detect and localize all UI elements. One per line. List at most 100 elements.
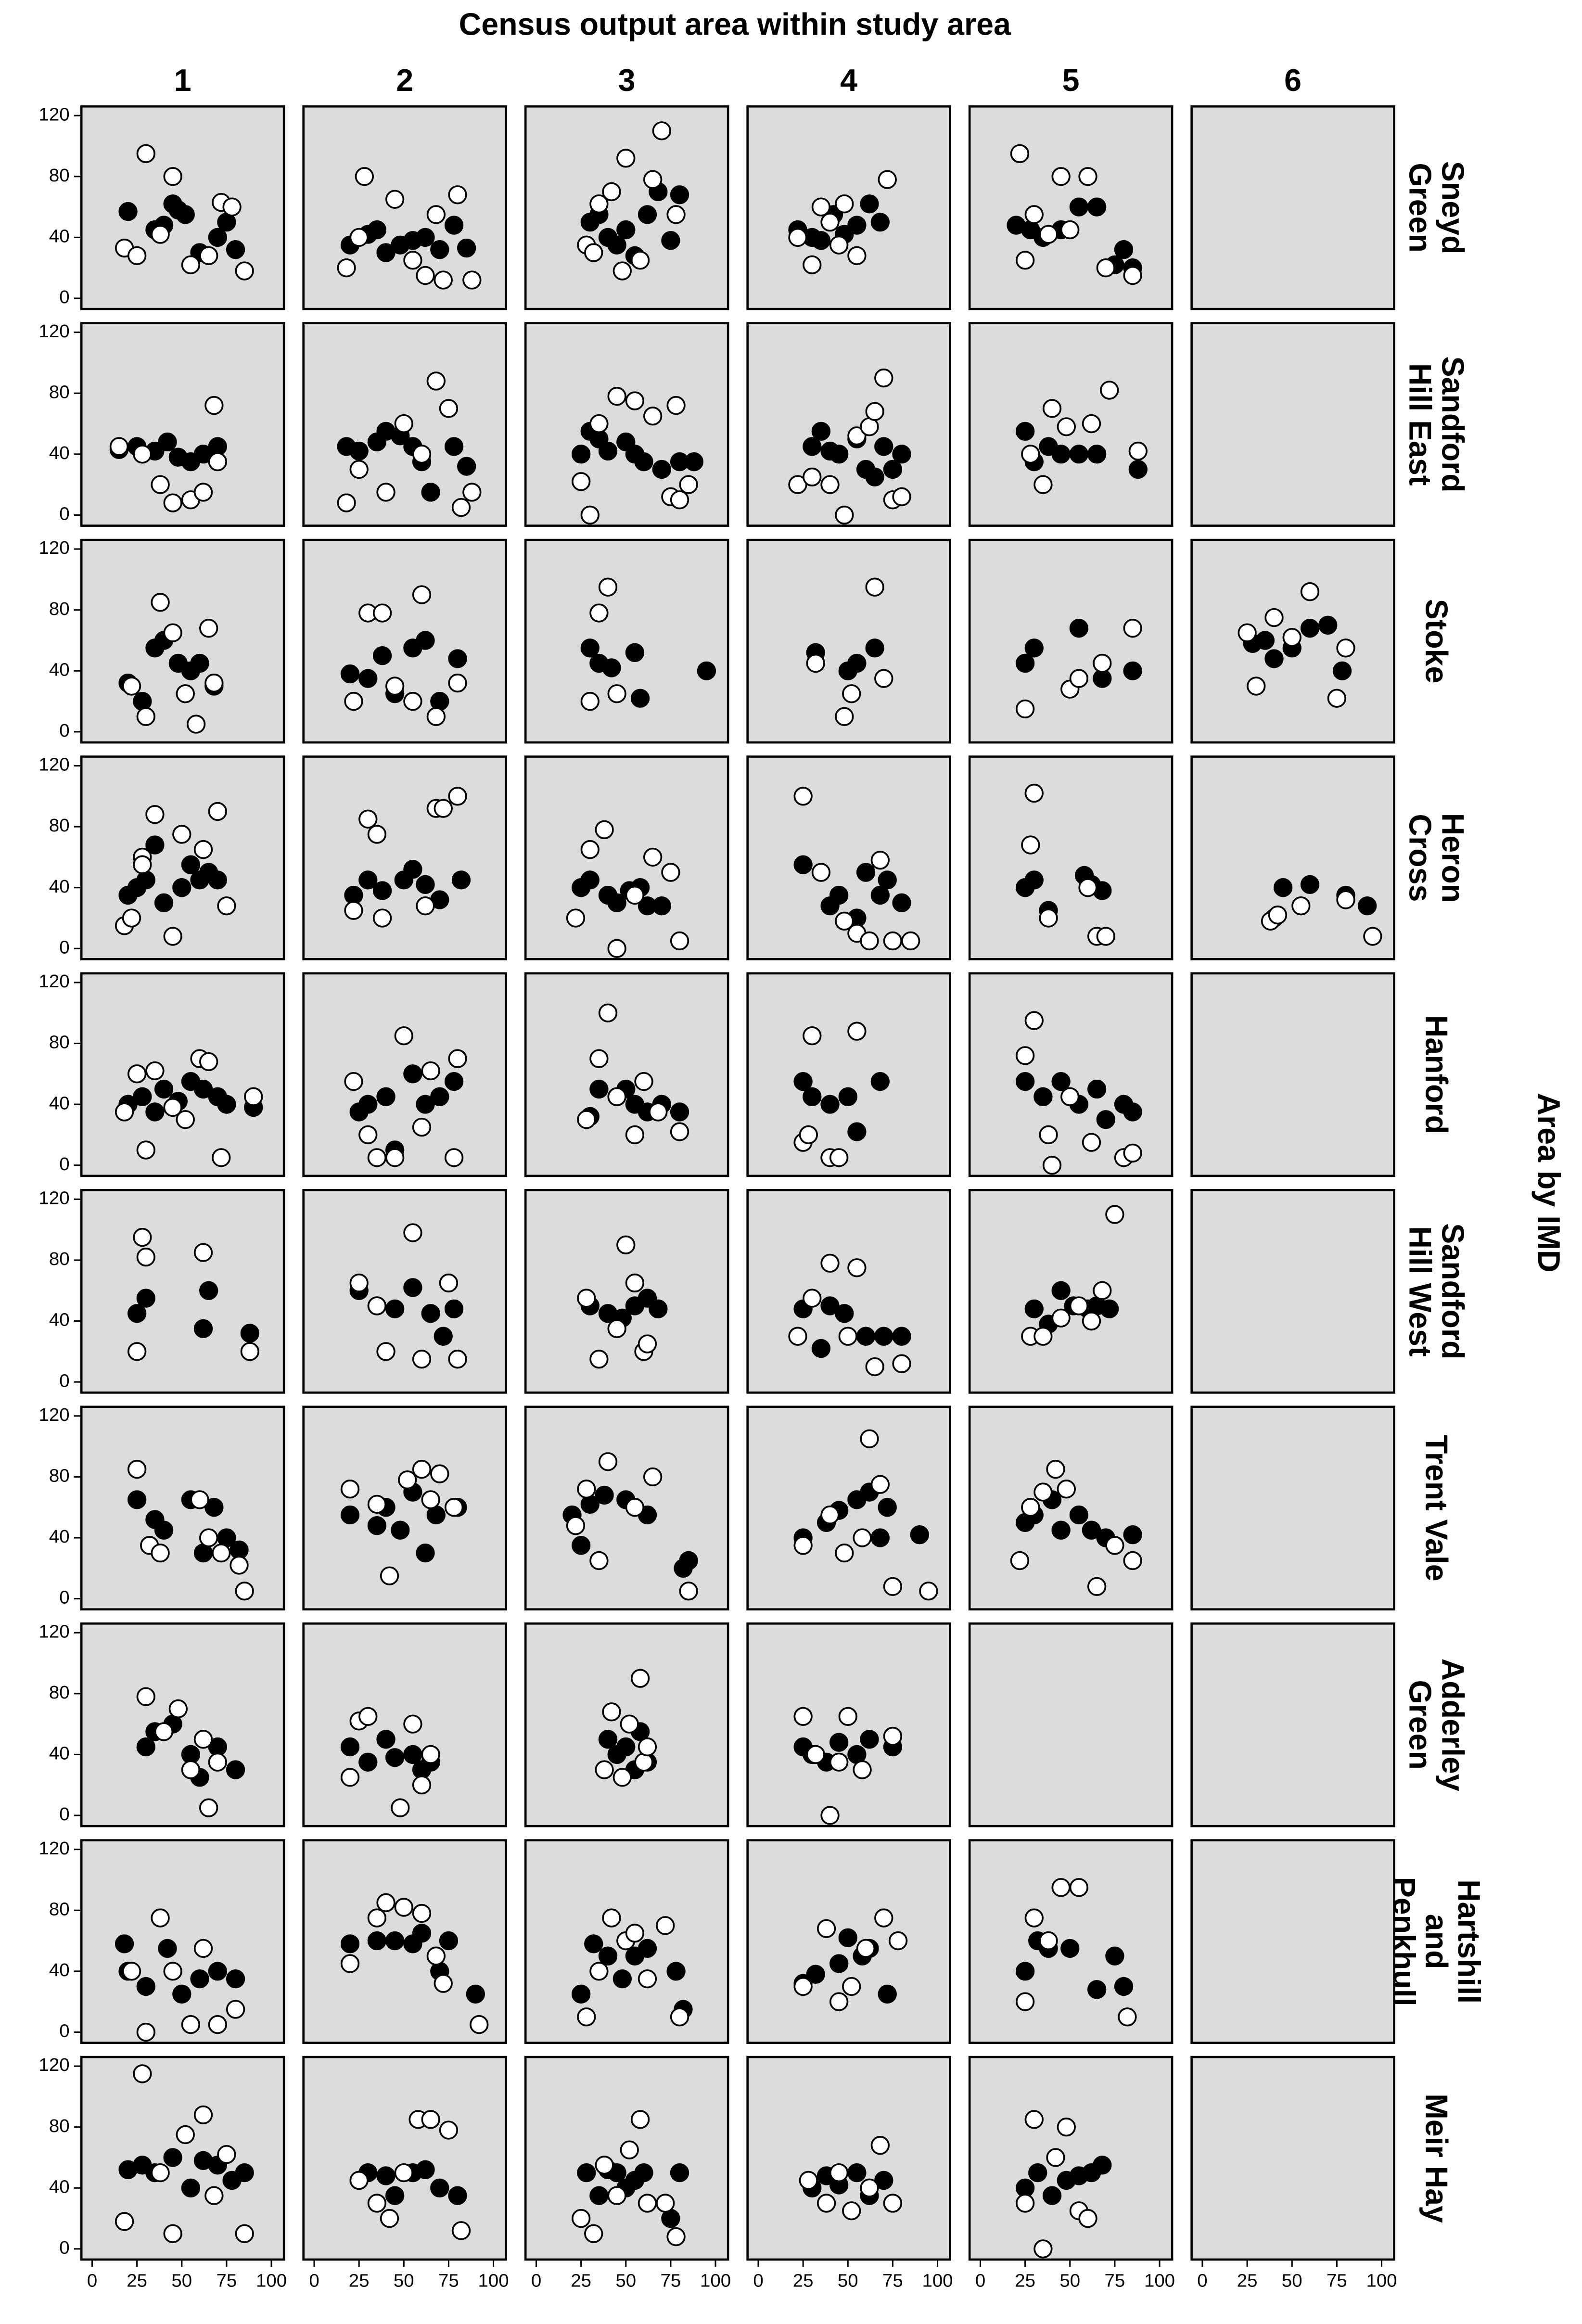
point — [589, 1049, 609, 1068]
point — [204, 396, 224, 415]
panel — [1190, 322, 1395, 527]
point — [421, 2110, 440, 2129]
point — [193, 1730, 213, 1749]
point — [190, 1490, 209, 1509]
point — [403, 860, 422, 879]
point — [394, 2163, 413, 2183]
point — [799, 2171, 818, 2190]
point — [1060, 1939, 1080, 1958]
point — [444, 1148, 464, 1167]
point — [439, 399, 459, 418]
point — [421, 483, 440, 502]
panel — [746, 1189, 951, 1394]
point — [340, 1954, 360, 1973]
point — [829, 1148, 849, 1167]
point — [860, 2178, 879, 2197]
panel — [968, 1622, 1174, 1827]
point — [1010, 144, 1030, 163]
point — [1010, 1551, 1030, 1571]
x-tick-label: 25 — [1237, 2270, 1258, 2291]
column-label: 3 — [618, 63, 636, 98]
point — [643, 407, 663, 426]
y-tick-label: 0 — [59, 1370, 69, 1391]
point — [1015, 421, 1035, 441]
point — [340, 664, 360, 684]
point — [870, 885, 890, 905]
point — [799, 1125, 818, 1145]
y-tick-label: 0 — [59, 287, 69, 307]
point — [670, 2163, 689, 2183]
x-tick-label: 100 — [478, 2270, 509, 2291]
point — [115, 1102, 134, 1122]
point — [838, 1327, 857, 1346]
point — [1123, 266, 1142, 285]
point — [391, 1520, 410, 1540]
point — [803, 1087, 822, 1106]
y-tick-label: 0 — [59, 720, 69, 741]
point — [892, 1354, 911, 1373]
point — [847, 216, 867, 235]
x-tick-label: 100 — [922, 2270, 953, 2291]
point — [430, 1087, 449, 1106]
point — [838, 1707, 857, 1726]
y-tick-label: 80 — [49, 1249, 70, 1269]
row-label-line: Hill East — [1403, 363, 1438, 486]
point — [344, 691, 363, 711]
panel — [746, 972, 951, 1177]
column-label: 6 — [1284, 63, 1301, 98]
point — [829, 1992, 849, 2011]
column-label: 4 — [840, 63, 857, 98]
row-label: Meir Hay — [1419, 2094, 1454, 2223]
point — [128, 1304, 147, 1323]
point — [444, 1299, 464, 1318]
point — [670, 1122, 689, 1141]
point — [118, 202, 138, 221]
point — [577, 1110, 596, 1129]
point — [186, 715, 206, 734]
point — [625, 391, 645, 410]
point — [412, 1924, 432, 1943]
point — [1024, 205, 1044, 224]
column-label: 2 — [396, 63, 413, 98]
point — [598, 441, 618, 461]
point — [1015, 1072, 1035, 1091]
point — [865, 1357, 884, 1377]
point — [577, 2007, 596, 2027]
point — [385, 1931, 405, 1951]
point — [598, 1452, 618, 1471]
point — [385, 1748, 405, 1767]
point — [860, 194, 879, 214]
point — [235, 2163, 254, 2183]
point — [860, 1730, 879, 1749]
point — [1024, 1011, 1044, 1030]
y-tick-label: 80 — [49, 1466, 70, 1486]
point — [1057, 417, 1076, 436]
point — [240, 1342, 260, 1361]
point — [853, 1528, 872, 1547]
point — [856, 1327, 876, 1346]
point — [638, 1969, 657, 1989]
point — [340, 1480, 360, 1499]
y-tick-label: 40 — [49, 1093, 70, 1113]
point — [434, 799, 453, 818]
point — [208, 2015, 227, 2034]
point — [1336, 890, 1355, 909]
point — [367, 220, 387, 240]
point — [1087, 1079, 1107, 1099]
point — [380, 1566, 399, 1585]
point — [154, 1722, 174, 1741]
point — [226, 2000, 245, 2019]
y-tick-label: 40 — [49, 1310, 70, 1330]
point — [444, 1498, 464, 1517]
point — [235, 2224, 254, 2243]
point — [602, 182, 621, 202]
point — [571, 2209, 591, 2228]
point — [612, 1768, 632, 1787]
point — [154, 1520, 174, 1540]
panel — [80, 1405, 285, 1611]
point — [901, 931, 920, 951]
x-tick-label: 25 — [1015, 2270, 1035, 2291]
point — [434, 1327, 453, 1346]
